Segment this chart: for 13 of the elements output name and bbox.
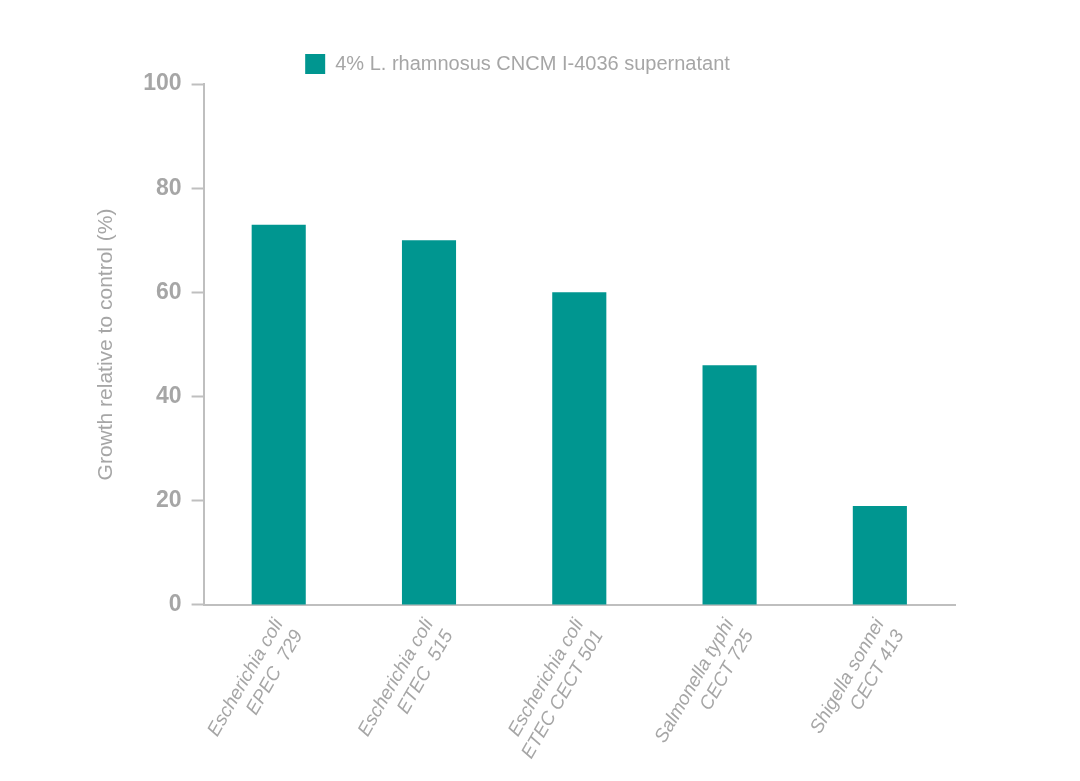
bar bbox=[251, 224, 306, 605]
y-axis-title: Growth relative to control (%) bbox=[93, 208, 117, 481]
y-tick-label: 80 bbox=[155, 173, 182, 200]
y-tick-label: 20 bbox=[155, 486, 182, 513]
y-tick-label: 0 bbox=[168, 590, 182, 617]
bar bbox=[552, 292, 607, 605]
bar bbox=[702, 365, 757, 605]
legend-label: 4% L. rhamnosus CNCM I-4036 supernatant bbox=[335, 51, 731, 74]
y-tick-label: 100 bbox=[143, 69, 182, 96]
bar bbox=[852, 505, 907, 605]
y-tick-label: 60 bbox=[155, 277, 182, 304]
y-tick-label: 40 bbox=[155, 381, 182, 408]
bar bbox=[401, 240, 457, 605]
